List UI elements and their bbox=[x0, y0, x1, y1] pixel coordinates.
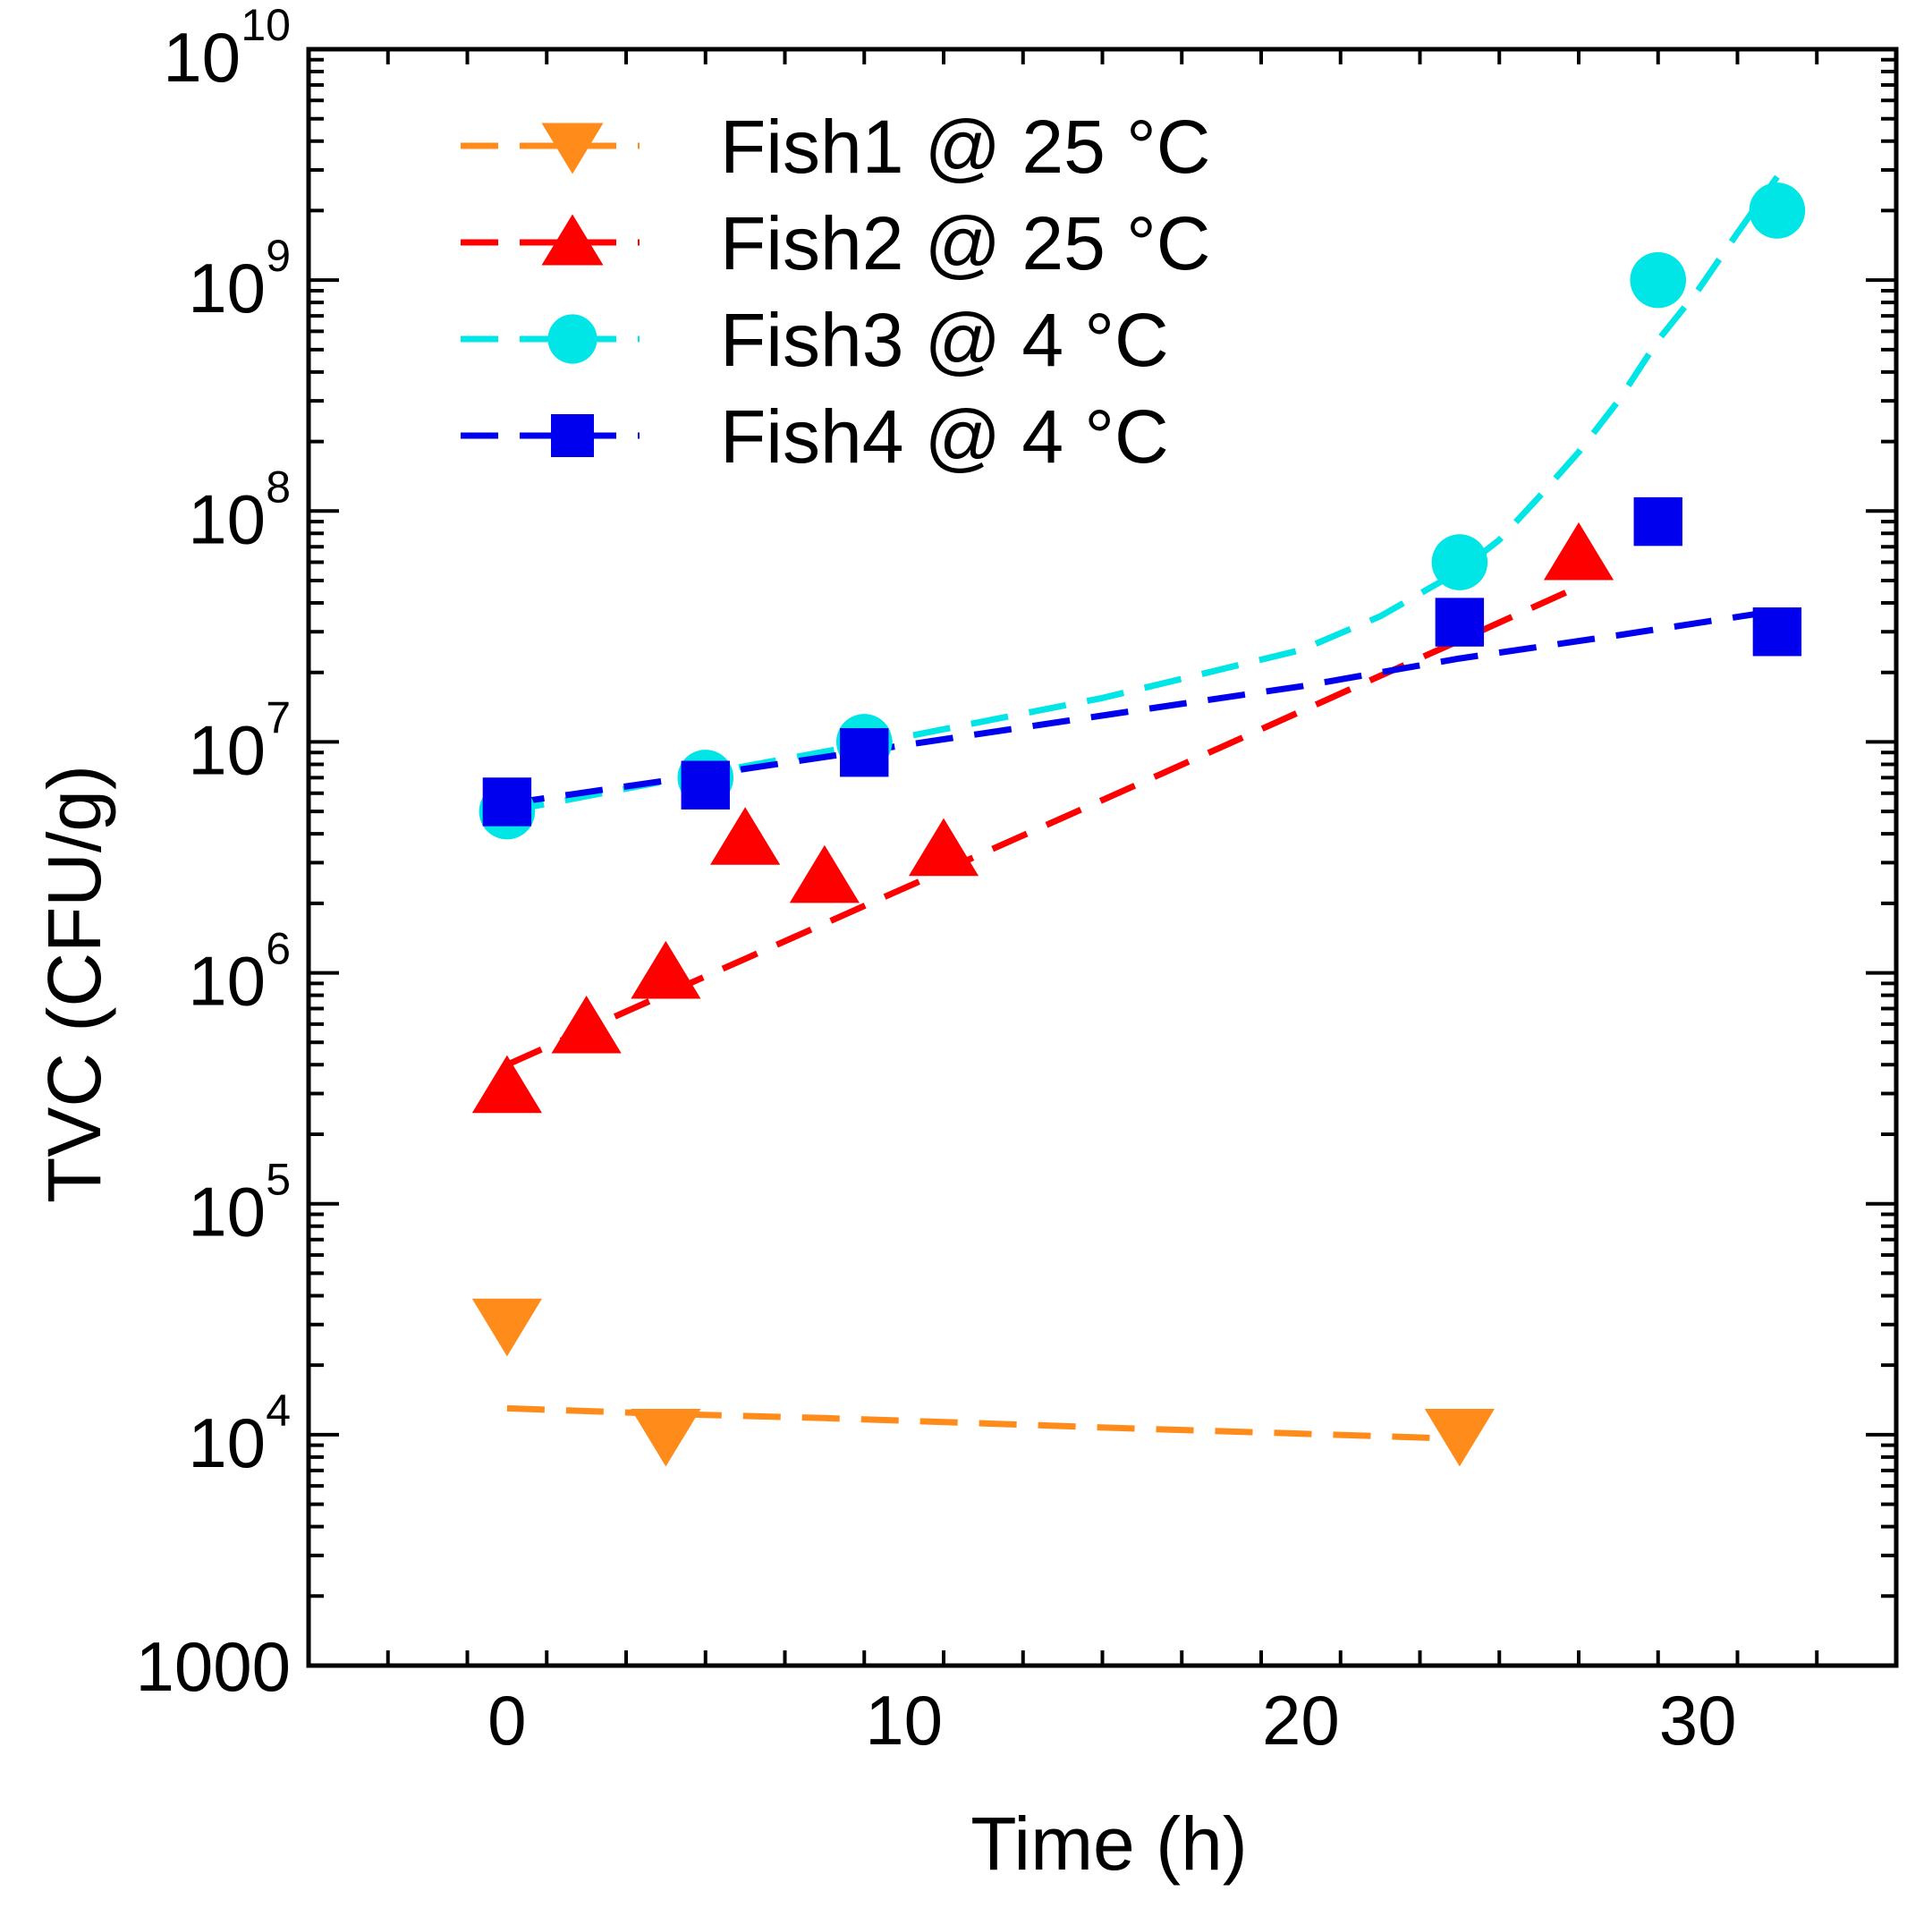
y-tick-exponent: 10 bbox=[241, 0, 291, 50]
legend-label: Fish4 @ 4 °C bbox=[720, 394, 1169, 479]
x-tick-label: 10 bbox=[865, 1681, 943, 1760]
y-tick-exponent: 6 bbox=[266, 924, 291, 974]
data-point-series-4 bbox=[1752, 607, 1802, 657]
data-point-series-2 bbox=[1543, 522, 1614, 581]
data-point-series-4 bbox=[840, 728, 889, 777]
data-point-series-1 bbox=[631, 1408, 701, 1467]
x-tick-label: 30 bbox=[1659, 1681, 1737, 1760]
legend-label: Fish3 @ 4 °C bbox=[720, 298, 1169, 382]
y-tick-label: 10 bbox=[188, 1403, 266, 1482]
legend-label: Fish1 @ 25 °C bbox=[720, 105, 1210, 189]
legend-marker bbox=[541, 214, 604, 266]
y-axis-title: TVC (CFU/g) bbox=[32, 765, 116, 1203]
y-tick-label: 10 bbox=[188, 249, 266, 327]
data-point-series-2 bbox=[908, 818, 979, 877]
data-point-series-3 bbox=[1630, 251, 1687, 309]
data-point-series-2 bbox=[551, 995, 622, 1054]
y-tick-label: 10 bbox=[163, 18, 241, 97]
y-tick-label: 10 bbox=[188, 942, 266, 1021]
fit-line-series-3 bbox=[506, 174, 1780, 815]
legend: Fish1 @ 25 °C Fish2 @ 25 °C Fish3 @ 4 °C Fi… bbox=[461, 105, 1210, 479]
y-tick-label: 10 bbox=[188, 1173, 266, 1251]
x-tick-label: 20 bbox=[1262, 1681, 1340, 1760]
y-tick-label: 1000 bbox=[135, 1627, 291, 1706]
y-tick-exponent: 5 bbox=[266, 1155, 291, 1205]
legend-marker bbox=[541, 123, 604, 174]
y-tick-exponent: 9 bbox=[266, 231, 291, 281]
data-point-series-1 bbox=[471, 1298, 542, 1357]
legend-marker bbox=[551, 414, 594, 457]
legend-marker bbox=[547, 314, 597, 364]
legend-label: Fish2 @ 25 °C bbox=[720, 201, 1210, 285]
x-axis-title: Time (h) bbox=[970, 1802, 1248, 1886]
x-axis-ticks: 0 10 20 30 bbox=[386, 49, 1819, 1760]
data-point-series-2 bbox=[789, 844, 860, 903]
y-tick-exponent: 7 bbox=[266, 692, 291, 742]
data-point-series-4 bbox=[681, 760, 730, 810]
data-point-series-3 bbox=[1431, 534, 1488, 590]
y-tick-label: 10 bbox=[188, 710, 266, 789]
data-point-series-4 bbox=[1435, 598, 1485, 647]
data-point-series-2 bbox=[471, 1055, 542, 1114]
data-point-series-2 bbox=[710, 807, 781, 865]
x-tick-label: 0 bbox=[487, 1681, 526, 1760]
data-point-series-1 bbox=[1424, 1408, 1495, 1467]
y-tick-exponent: 8 bbox=[266, 462, 291, 512]
y-tick-label: 10 bbox=[188, 479, 266, 558]
data-markers bbox=[471, 182, 1806, 1467]
fit-line-series-1 bbox=[506, 1404, 1461, 1442]
data-point-series-3 bbox=[1749, 182, 1806, 239]
data-point-series-4 bbox=[1633, 496, 1682, 547]
y-tick-exponent: 4 bbox=[266, 1386, 291, 1436]
data-point-series-4 bbox=[482, 777, 532, 827]
data-point-series-2 bbox=[631, 940, 701, 999]
